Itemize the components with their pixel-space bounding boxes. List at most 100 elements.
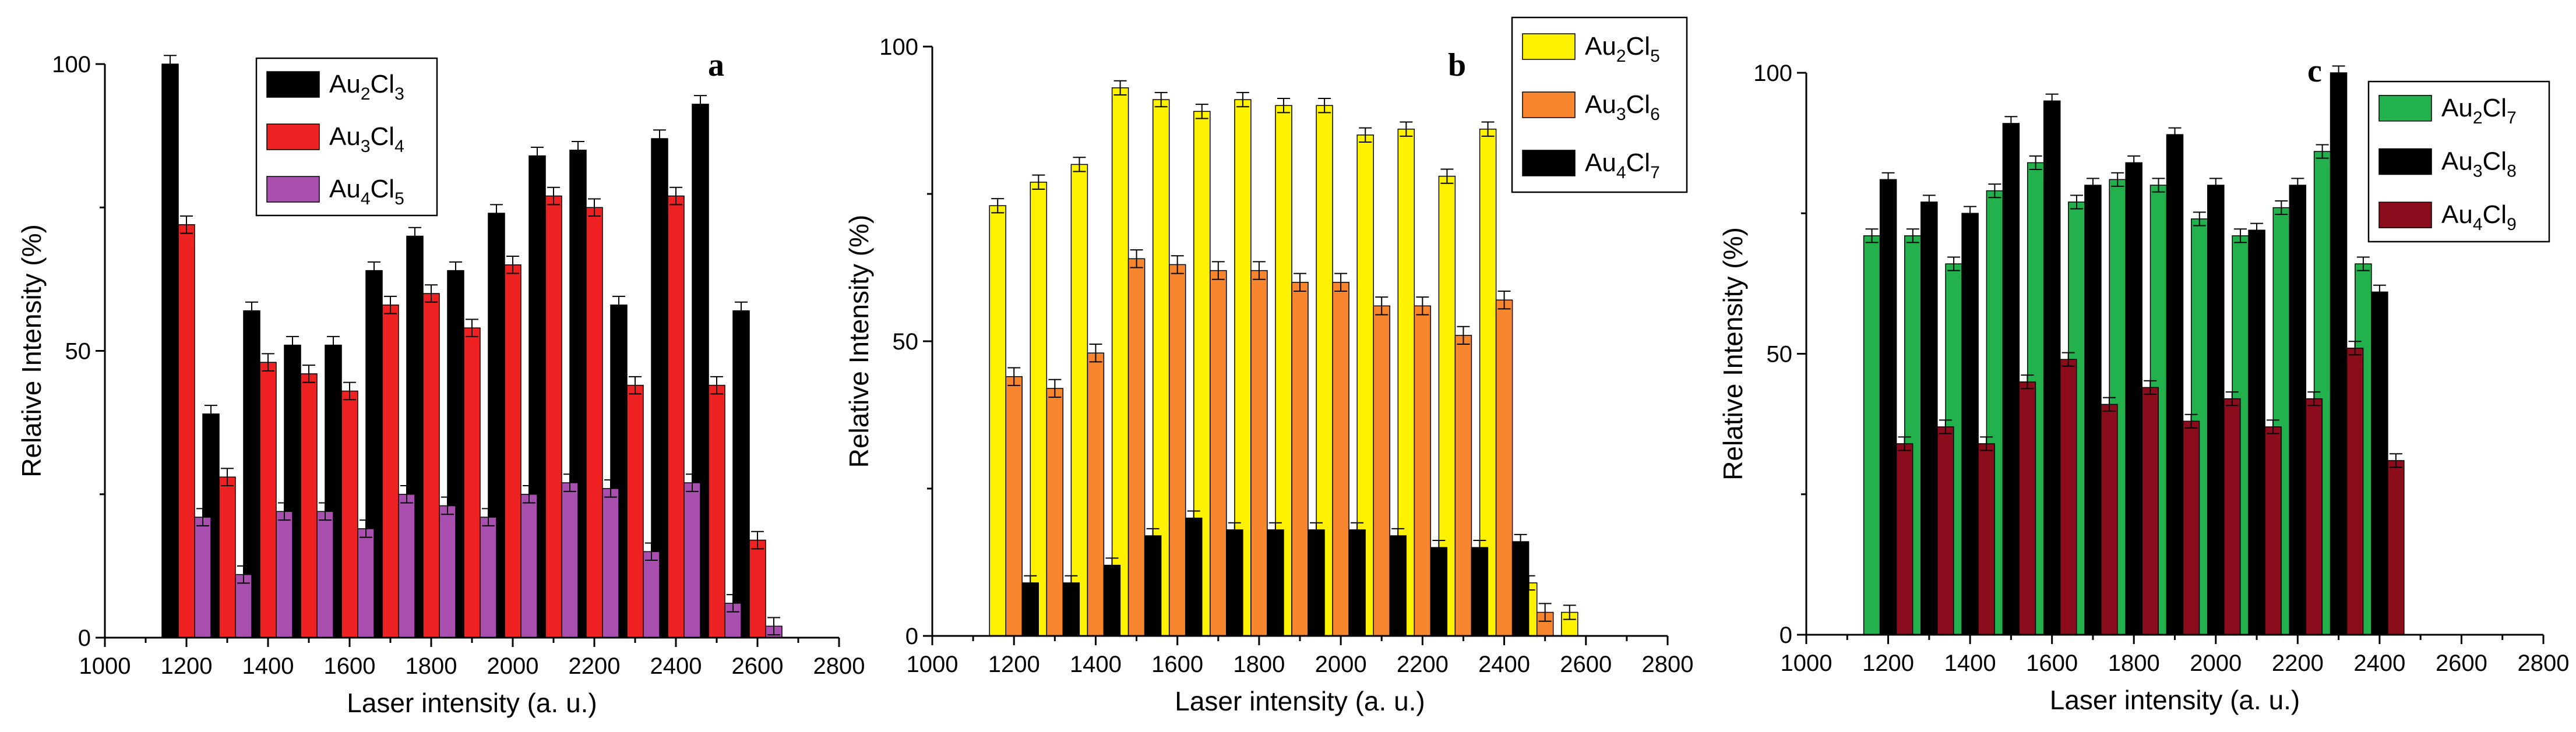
bar-a-Au4Cl5-1700 [398,494,415,638]
legend-swatch-a-Au4Cl5 [266,176,320,203]
errorbar-a-Au2Cl3-2300 [612,295,625,314]
x-tick-label-b-2600: 2600 [1560,652,1612,677]
errorbar-a-Au4Cl5-2500 [727,594,739,613]
x-axis-title-b: Laser intensity (a. u.) [1175,686,1425,716]
errorbar-a-Au2Cl3-1900 [449,261,462,280]
bar-c-Au3Cl8-2200 [2289,185,2307,635]
errorbar-b-Au4Cl7-1700 [1228,522,1241,537]
legend-swatch-c-Au3Cl8 [2378,148,2432,175]
legend-a: Au2Cl3 Au3Cl4 Au4Cl5 [255,57,438,217]
bar-b-Au4Cl7-1900 [1308,529,1325,636]
errorbar-a-Au3Cl4-1200 [180,215,193,234]
bar-c-Au4Cl9-1400 [1978,443,1995,635]
panel-c: 1000 1200 1400 1600 1800 2000 2200 2400 2600 2800… [1718,53,2569,715]
errorbar-c-Au3Cl8-1400 [1964,206,1977,221]
bar-a-Au4Cl5-1500 [316,511,334,638]
x-tick-label-a-2400: 2400 [650,653,702,679]
bar-a-Au3Cl4-1900 [463,327,481,638]
bar-c-Au4Cl9-1700 [2101,404,2118,635]
x-tick-label-c-1600: 1600 [2026,650,2078,676]
bar-b-Au4Cl7-1300 [1062,582,1080,636]
bar-b-Au2Cl5-1300 [1030,182,1048,636]
errorbar-a-Au4Cl5-1700 [400,485,413,504]
bar-c-Au4Cl9-1900 [2182,420,2200,635]
errorbar-c-Au4Cl9-2300 [2348,341,2362,356]
bar-b-Au3Cl6-1600 [1168,264,1186,636]
errorbar-a-Au4Cl5-1300 [237,565,250,584]
errorbar-c-Au3Cl8-1200 [1881,172,1895,187]
x-tick-label-b-1600: 1600 [1151,652,1203,677]
bar-a-Au3Cl4-2600 [749,539,766,638]
panel-letter-a: a [708,47,724,83]
x-tick-label-a-1600: 1600 [324,653,376,679]
bar-b-Au4Cl7-2100 [1389,535,1407,636]
errorbar-a-Au2Cl3-1700 [368,261,380,280]
errorbar-a-Au2Cl3-1600 [327,335,340,355]
errorbar-c-Au3Cl8-1500 [2004,116,2018,131]
x-tick-label-c-2800: 2800 [2518,650,2570,676]
legend-b: Au2Cl5 Au3Cl6 Au4Cl7 [1511,16,1688,193]
errorbar-a-Au3Cl4-2400 [669,186,682,206]
errorbar-b-Au2Cl5-1600 [1154,91,1168,108]
bar-c-Au4Cl9-2400 [2387,460,2405,635]
errorbar-b-Au4Cl7-1500 [1146,528,1160,544]
panel-letter-c: c [2307,53,2322,89]
bar-b-Au4Cl7-2200 [1430,547,1448,636]
errorbar-a-Au3Cl4-1500 [302,365,315,383]
errorbar-a-Au3Cl4-2000 [506,255,519,274]
panel-b: 1000 1200 1400 1600 1800 2000 2200 2400 2600 2800… [844,16,1694,716]
bar-a-Au3Cl4-2300 [626,384,644,638]
bar-c-Au4Cl9-2200 [2305,398,2323,635]
errorbar-a-Au4Cl5-1500 [319,502,332,521]
errorbar-a-Au3Cl4-1600 [343,381,356,401]
errorbar-c-Au3Cl8-1300 [1922,195,1936,210]
y-tick-label-b-0: 0 [905,624,918,649]
legend-label-c-Au4Cl9: Au4Cl9 [2441,200,2517,234]
y-tick-label-a-100: 100 [52,52,91,77]
errorbar-a-Au3Cl4-1900 [466,319,478,337]
errorbar-b-Au3Cl6-1600 [1171,255,1184,274]
errorbar-b-Au3Cl6-1300 [1048,379,1062,398]
errorbar-a-Au2Cl3-2400 [653,129,666,148]
errorbar-a-Au4Cl5-2400 [686,473,699,492]
errorbar-b-Au4Cl7-2400 [1514,533,1527,550]
x-tick-label-b-2400: 2400 [1478,652,1530,677]
errorbar-c-Au4Cl9-2100 [2267,419,2280,434]
errorbar-b-Au2Cl5-2000 [1318,98,1331,114]
errorbar-b-Au2Cl5-2600 [1563,604,1576,620]
bar-a-Au3Cl4-1300 [219,476,236,638]
bar-a-Au3Cl4-1400 [259,362,277,638]
errorbar-a-Au4Cl5-1200 [196,508,209,526]
bar-a-Au3Cl4-2500 [708,384,725,638]
errorbar-b-Au3Cl6-1800 [1252,261,1266,280]
y-tick-label-c-100: 100 [1753,61,1792,86]
errorbar-c-Au2Cl7-1400 [1947,256,1961,271]
errorbar-c-Au2Cl7-1900 [2152,178,2165,193]
errorbar-b-Au2Cl5-2100 [1359,127,1372,143]
errorbar-c-Au4Cl9-2400 [2389,453,2402,468]
errorbar-a-Au3Cl4-2100 [547,186,560,206]
y-axis-title-a: Relative Intensity (%) [16,224,47,478]
errorbar-a-Au4Cl5-2300 [645,542,658,561]
bar-c-Au4Cl9-2300 [2346,348,2364,635]
errorbar-c-Au2Cl7-1600 [2029,155,2042,170]
errorbar-b-Au3Cl6-2100 [1375,296,1389,316]
legend-swatch-a-Au2Cl3 [266,71,320,98]
bar-b-Au2Cl5-1400 [1070,164,1088,636]
legend-swatch-b-Au4Cl7 [1522,150,1576,176]
x-tick-label-b-2800: 2800 [1642,652,1694,677]
errorbar-b-Au2Cl5-2300 [1440,168,1454,184]
bar-a-Au3Cl4-1700 [382,304,399,638]
x-tick-label-b-1800: 1800 [1233,652,1285,677]
errorbar-c-Au2Cl7-2100 [2234,228,2247,243]
errorbar-c-Au4Cl9-1900 [2184,413,2198,429]
y-axis-title-c: Relative Intensity (%) [1718,227,1748,480]
errorbar-c-Au2Cl7-1200 [1865,228,1879,243]
panel-letter-b: b [1448,47,1466,83]
errorbar-b-Au4Cl7-2300 [1473,540,1486,556]
y-tick-label-c-0: 0 [1779,623,1792,648]
y-tick-label-c-50: 50 [1767,342,1793,367]
bar-b-Au3Cl6-1800 [1250,270,1268,636]
errorbar-c-Au4Cl9-1300 [1939,419,1952,434]
errorbar-c-Au3Cl8-1700 [2086,178,2099,193]
